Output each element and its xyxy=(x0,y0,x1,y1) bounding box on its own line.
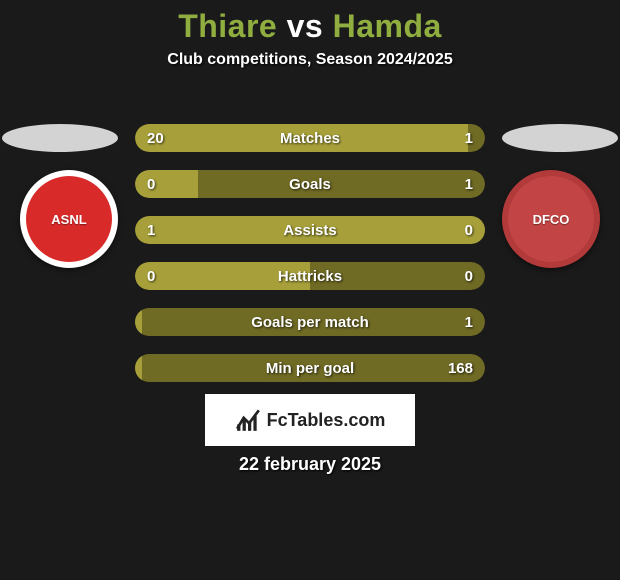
title-left: Thiare xyxy=(178,8,277,44)
team-badge-left-inner: ASNL xyxy=(26,176,112,262)
date-label: 22 february 2025 xyxy=(0,454,620,475)
shadow-ellipse-right xyxy=(502,124,618,152)
title-vs: vs xyxy=(277,8,332,44)
stat-bars: 201Matches 01Goals 10Assists 00Hattricks 1Go… xyxy=(135,124,485,400)
stat-bar: 1Goals per match xyxy=(135,308,485,336)
stat-bar-left-seg xyxy=(135,262,310,290)
stat-bar-left-seg xyxy=(135,354,142,382)
stat-bar-right-seg xyxy=(142,308,485,336)
stat-bar-right-seg xyxy=(310,262,485,290)
team-badge-right-inner: DFCO xyxy=(508,176,594,262)
subtitle: Club competitions, Season 2024/2025 xyxy=(0,51,620,69)
stat-bar: 00Hattricks xyxy=(135,262,485,290)
stat-bar-right-seg xyxy=(468,124,486,152)
stat-bar: 168Min per goal xyxy=(135,354,485,382)
watermark: FcTables.com xyxy=(205,394,415,446)
comparison-stage: ASNL DFCO 201Matches 01Goals 10Assists 00Ha… xyxy=(0,110,620,400)
stat-bar-left-seg xyxy=(135,124,468,152)
stat-bar: 10Assists xyxy=(135,216,485,244)
stat-bar-right-seg xyxy=(142,354,485,382)
stat-bar-left-seg xyxy=(135,216,485,244)
team-badge-right: DFCO xyxy=(502,170,600,268)
stat-bar-right-seg xyxy=(198,170,485,198)
stat-bar-left-seg xyxy=(135,170,198,198)
stat-bar-left-seg xyxy=(135,308,142,336)
chart-icon xyxy=(235,407,261,433)
stat-bar: 01Goals xyxy=(135,170,485,198)
page-title: Thiare vs Hamda xyxy=(0,0,620,45)
watermark-text: FcTables.com xyxy=(267,410,386,431)
title-right: Hamda xyxy=(333,8,442,44)
stat-bar: 201Matches xyxy=(135,124,485,152)
team-badge-left: ASNL xyxy=(20,170,118,268)
shadow-ellipse-left xyxy=(2,124,118,152)
